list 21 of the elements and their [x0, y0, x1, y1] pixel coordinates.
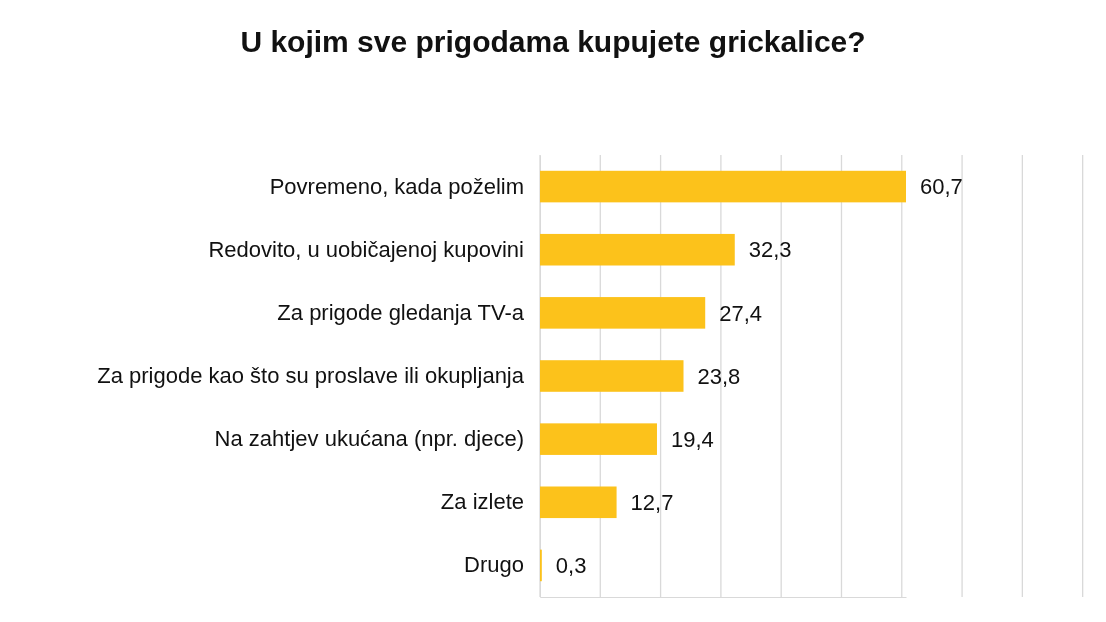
y-tick-label: Redovito, u uobičajenoj kupovini: [208, 236, 524, 262]
data-label: 60,7: [920, 174, 963, 200]
y-tick-label: Na zahtjev ukućana (npr. djece): [214, 426, 524, 452]
data-label: 27,4: [719, 300, 763, 326]
y-tick-label: Za izlete: [440, 489, 524, 515]
y-tick-label: Drugo: [464, 552, 524, 578]
chart-title: U kojim sve prigodama kupujete grickalice?: [240, 25, 866, 58]
data-label: 23,8: [697, 363, 741, 389]
y-tick-label: Za prigode gledanja TV-a: [277, 299, 525, 325]
bar: [540, 233, 735, 266]
data-label: 0,3: [555, 553, 587, 579]
y-tick-label: Za prigode kao što su proslave ili okupljanja: [97, 363, 525, 389]
data-label: 19,4: [670, 426, 714, 452]
data-label: 12,7: [630, 489, 674, 515]
bar: [540, 170, 906, 203]
bar: [540, 360, 684, 392]
data-label: 32,3: [748, 237, 792, 263]
bar: [540, 297, 706, 329]
bar: [540, 486, 617, 519]
y-tick-label: Povremeno, kada poželim: [269, 173, 524, 199]
bar: [540, 423, 657, 455]
